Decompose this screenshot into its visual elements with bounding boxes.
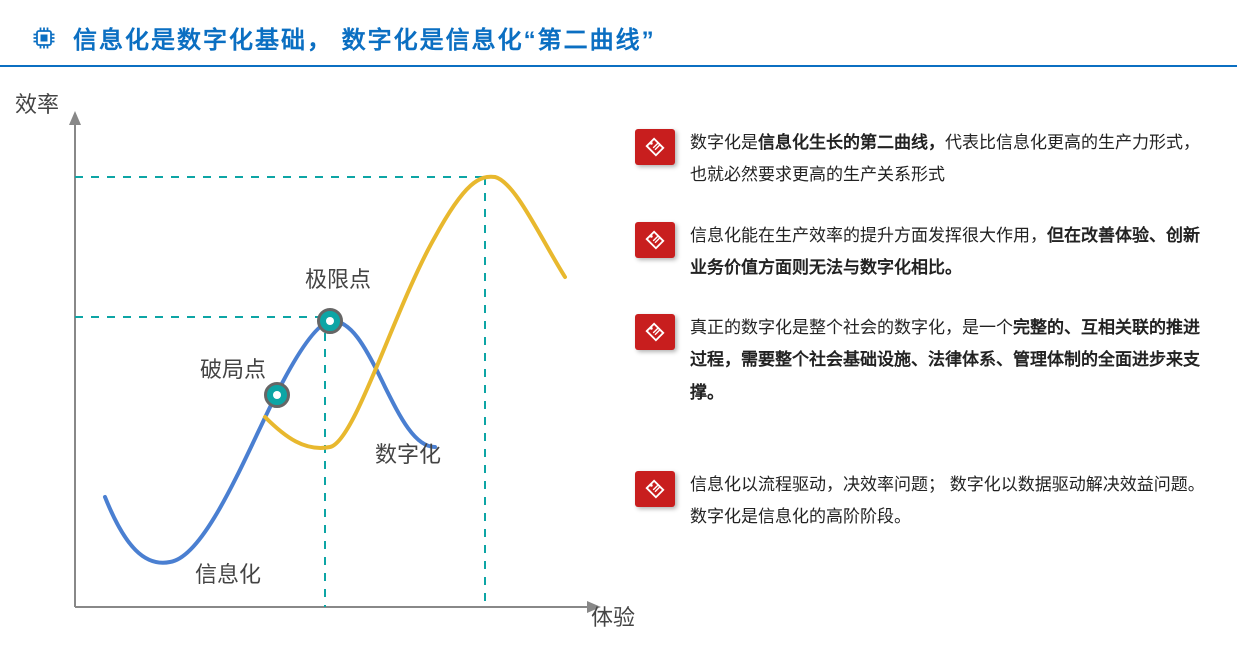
limitpoint-marker (317, 308, 343, 334)
chart-svg (55, 107, 615, 627)
cpu-icon (30, 24, 58, 52)
chart-annotation: 数字化 (375, 437, 441, 469)
chart-annotation: 破局点 (200, 352, 266, 384)
slide-content: 效率 体验 极限点破局点数字化信息化 数字化是信息化生长的第二曲线，代表比信息化… (0, 67, 1237, 647)
tag-icon (635, 314, 675, 350)
breakpoint-marker (264, 382, 290, 408)
x-axis-label: 体验 (591, 600, 635, 632)
points-area: 数字化是信息化生长的第二曲线，代表比信息化更高的生产力形式，也就必然要求更高的生… (635, 87, 1207, 647)
chart-annotation: 信息化 (195, 557, 261, 589)
chart-annotation: 极限点 (305, 262, 371, 294)
slide-title: 信息化是数字化基础， 数字化是信息化“第二曲线” (73, 20, 656, 55)
slide-header: 信息化是数字化基础， 数字化是信息化“第二曲线” (0, 0, 1237, 67)
chart-area: 效率 体验 极限点破局点数字化信息化 (15, 87, 615, 647)
bullet-text: 真正的数字化是整个社会的数字化，是一个完整的、互相关联的推进过程，需要整个社会基… (690, 312, 1207, 409)
y-axis-label: 效率 (15, 87, 59, 119)
tag-icon (635, 471, 675, 507)
tag-icon (635, 222, 675, 258)
bullet-text: 信息化能在生产效率的提升方面发挥很大作用，但在改善体验、创新业务价值方面则无法与… (690, 220, 1207, 285)
bullet-item: 信息化能在生产效率的提升方面发挥很大作用，但在改善体验、创新业务价值方面则无法与… (635, 220, 1207, 285)
bullet-item: 真正的数字化是整个社会的数字化，是一个完整的、互相关联的推进过程，需要整个社会基… (635, 312, 1207, 409)
bullet-item: 数字化是信息化生长的第二曲线，代表比信息化更高的生产力形式，也就必然要求更高的生… (635, 127, 1207, 192)
bullet-item: 信息化以流程驱动，决效率问题； 数字化以数据驱动解决效益问题。数字化是信息化的高… (635, 469, 1207, 534)
bullet-text: 信息化以流程驱动，决效率问题； 数字化以数据驱动解决效益问题。数字化是信息化的高… (690, 469, 1207, 534)
bullet-text: 数字化是信息化生长的第二曲线，代表比信息化更高的生产力形式，也就必然要求更高的生… (690, 127, 1207, 192)
tag-icon (635, 129, 675, 165)
